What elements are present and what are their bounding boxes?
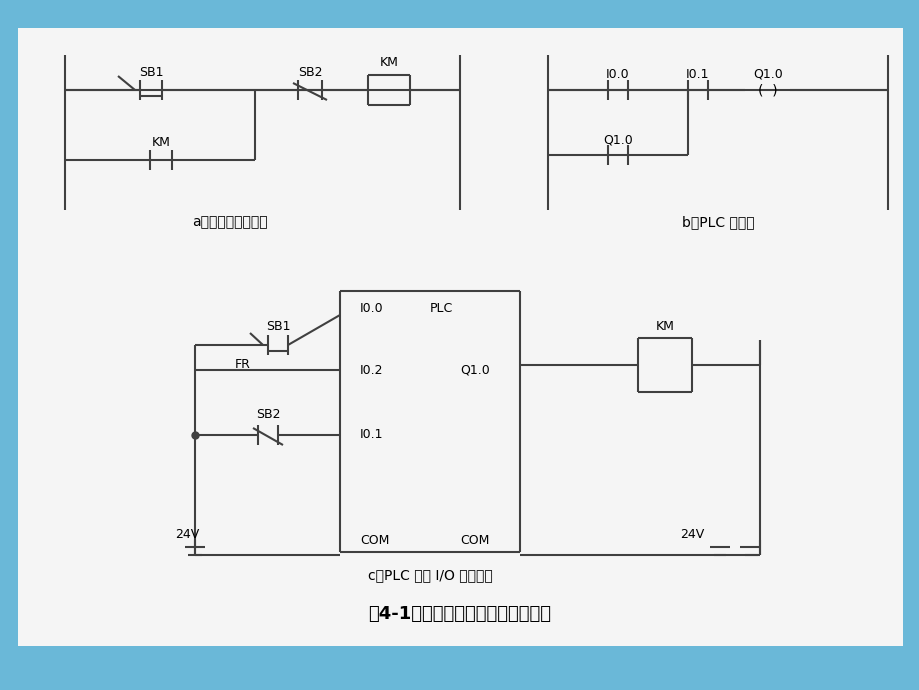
Text: b）PLC 梯形图: b）PLC 梯形图 bbox=[681, 215, 754, 229]
Text: I0.0: I0.0 bbox=[359, 302, 383, 315]
Text: KM: KM bbox=[655, 320, 674, 333]
Text: I0.0: I0.0 bbox=[606, 68, 630, 81]
Bar bbox=[18, 28, 902, 646]
Text: 24V: 24V bbox=[175, 529, 199, 542]
Text: I0.2: I0.2 bbox=[359, 364, 383, 377]
Text: a）继电器控制电路: a）继电器控制电路 bbox=[192, 215, 267, 229]
Text: Q1.0: Q1.0 bbox=[753, 68, 782, 81]
Text: FR: FR bbox=[235, 357, 251, 371]
Text: SB2: SB2 bbox=[255, 408, 280, 422]
Text: Q1.0: Q1.0 bbox=[460, 364, 489, 377]
Text: COM: COM bbox=[359, 533, 389, 546]
Text: Q1.0: Q1.0 bbox=[603, 133, 632, 146]
Text: 24V: 24V bbox=[679, 529, 703, 542]
Text: COM: COM bbox=[460, 533, 489, 546]
Text: PLC: PLC bbox=[429, 302, 453, 315]
Text: KM: KM bbox=[380, 55, 398, 68]
Text: SB2: SB2 bbox=[298, 66, 322, 79]
Text: c）PLC 外部 I/O 接口电路: c）PLC 外部 I/O 接口电路 bbox=[368, 568, 492, 582]
Text: I0.1: I0.1 bbox=[359, 428, 383, 442]
Text: I0.1: I0.1 bbox=[686, 68, 709, 81]
Text: (  ): ( ) bbox=[757, 84, 777, 98]
Text: SB1: SB1 bbox=[139, 66, 163, 79]
Text: SB1: SB1 bbox=[266, 320, 289, 333]
Text: 图4-1继电器电路转换为梯形图程序: 图4-1继电器电路转换为梯形图程序 bbox=[369, 605, 550, 623]
Text: KM: KM bbox=[152, 137, 170, 150]
